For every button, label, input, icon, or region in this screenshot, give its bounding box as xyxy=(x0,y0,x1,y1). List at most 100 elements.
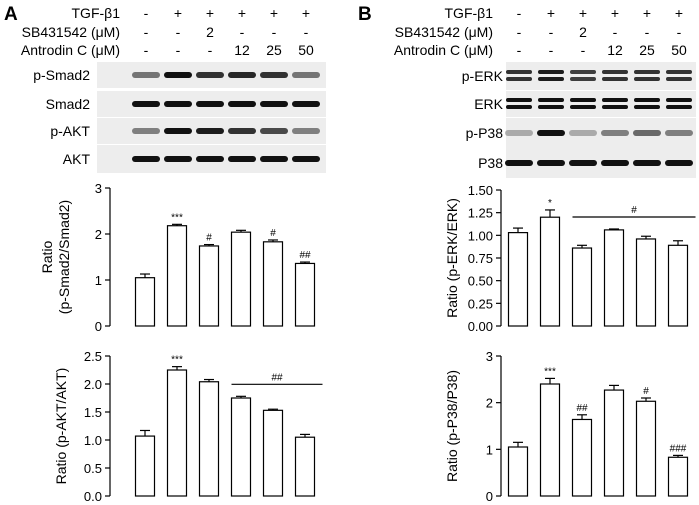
blot-band xyxy=(633,160,661,166)
blot-band xyxy=(634,77,660,81)
blot-band xyxy=(601,160,629,166)
bar xyxy=(230,397,252,497)
condition-label: SB431542 (μM) xyxy=(395,24,493,40)
blot-band xyxy=(634,98,660,102)
condition-value: - xyxy=(240,24,245,40)
blot-band xyxy=(292,156,320,162)
blot-band xyxy=(260,128,288,134)
blot-band xyxy=(132,101,160,107)
y-tick-label: 1.50 xyxy=(468,183,493,198)
blot-band xyxy=(228,156,256,162)
y-tick-label: 2.0 xyxy=(84,377,102,392)
bar xyxy=(166,369,188,497)
blot-band xyxy=(132,156,160,162)
condition-value: + xyxy=(206,5,214,21)
condition-value: 2 xyxy=(579,24,587,40)
y-axis-label: Ratio (p-P38/P38) xyxy=(444,370,460,482)
significance-label: *** xyxy=(544,366,556,377)
y-tick-label: 2 xyxy=(486,396,493,411)
significance-label: ### xyxy=(670,443,687,454)
significance-label: *** xyxy=(171,212,183,223)
significance-label: ## xyxy=(299,250,311,261)
bar xyxy=(603,389,625,497)
condition-value: 25 xyxy=(639,42,655,58)
blot-band xyxy=(537,130,565,136)
significance-label: * xyxy=(548,198,552,209)
blot-band xyxy=(505,130,533,136)
blot-label: p-Smad2 xyxy=(33,67,90,83)
bar xyxy=(667,244,689,327)
condition-value: + xyxy=(675,5,683,21)
blot-band xyxy=(506,105,532,109)
y-tick-label: 3 xyxy=(486,349,493,364)
y-tick-label: 1 xyxy=(486,442,493,457)
condition-value: 50 xyxy=(671,42,687,58)
condition-value: - xyxy=(304,24,309,40)
condition-value: - xyxy=(645,24,650,40)
bar xyxy=(262,409,284,497)
bar xyxy=(667,456,689,497)
blot-band xyxy=(570,105,596,109)
blot-band xyxy=(260,72,288,78)
bar xyxy=(571,247,593,327)
blot-strip xyxy=(506,91,696,117)
y-tick-label: 1.00 xyxy=(468,228,493,243)
significance-label: # xyxy=(206,233,212,244)
bar xyxy=(134,435,156,497)
significance-label: # xyxy=(270,228,276,239)
bar xyxy=(166,225,188,327)
blot-band xyxy=(196,72,224,78)
panel-b: B TGF-β1 - + + + + + SB431542 (μM) - - 2 - - - Antrodin… xyxy=(358,4,696,178)
blot-band xyxy=(164,128,192,134)
y-axis-label: Ratio (p-ERK/ERK) xyxy=(444,198,460,318)
condition-value: - xyxy=(517,5,522,21)
blot-band xyxy=(260,156,288,162)
blot-label: P38 xyxy=(478,155,503,171)
blot-band xyxy=(666,105,692,109)
blot-label: p-AKT xyxy=(50,123,90,139)
bracket-label: # xyxy=(631,205,637,216)
blot-label: p-ERK xyxy=(462,68,504,84)
condition-value: - xyxy=(176,42,181,58)
blot-band xyxy=(228,101,256,107)
blot-band xyxy=(537,160,565,166)
blot-band xyxy=(570,70,596,74)
blot-band xyxy=(570,98,596,102)
blot-band xyxy=(633,130,661,136)
panel-letter: A xyxy=(4,4,18,25)
condition-label: Antrodin C (μM) xyxy=(21,42,120,58)
condition-value: 25 xyxy=(266,42,282,58)
condition-value: 12 xyxy=(234,42,250,58)
blot-band xyxy=(538,98,564,102)
blot-band xyxy=(602,105,628,109)
y-tick-label: 0.00 xyxy=(468,319,493,334)
y-tick-label: 0.0 xyxy=(84,489,102,504)
y-tick-label: 1.0 xyxy=(84,433,102,448)
blot-band xyxy=(164,156,192,162)
y-tick-label: 0 xyxy=(95,319,102,334)
significance-label: *** xyxy=(171,355,183,366)
blot-label: p-P38 xyxy=(466,125,504,141)
blot-band xyxy=(666,70,692,74)
blot-band xyxy=(538,105,564,109)
significance-label: # xyxy=(643,386,649,397)
blot-band xyxy=(196,128,224,134)
bar xyxy=(294,436,316,497)
blot-band xyxy=(602,70,628,74)
condition-value: - xyxy=(144,5,149,21)
condition-value: + xyxy=(270,5,278,21)
bar xyxy=(294,262,316,327)
blot-label: Smad2 xyxy=(46,96,91,112)
y-tick-label: 2 xyxy=(95,227,102,242)
y-tick-label: 0.25 xyxy=(468,296,493,311)
blot-label: AKT xyxy=(63,151,91,167)
bar xyxy=(198,381,220,497)
bar xyxy=(603,229,625,327)
blot-band xyxy=(666,98,692,102)
blot-band xyxy=(569,130,597,136)
condition-label: TGF-β1 xyxy=(445,5,494,21)
condition-value: - xyxy=(677,24,682,40)
panel-letter: B xyxy=(358,4,372,25)
